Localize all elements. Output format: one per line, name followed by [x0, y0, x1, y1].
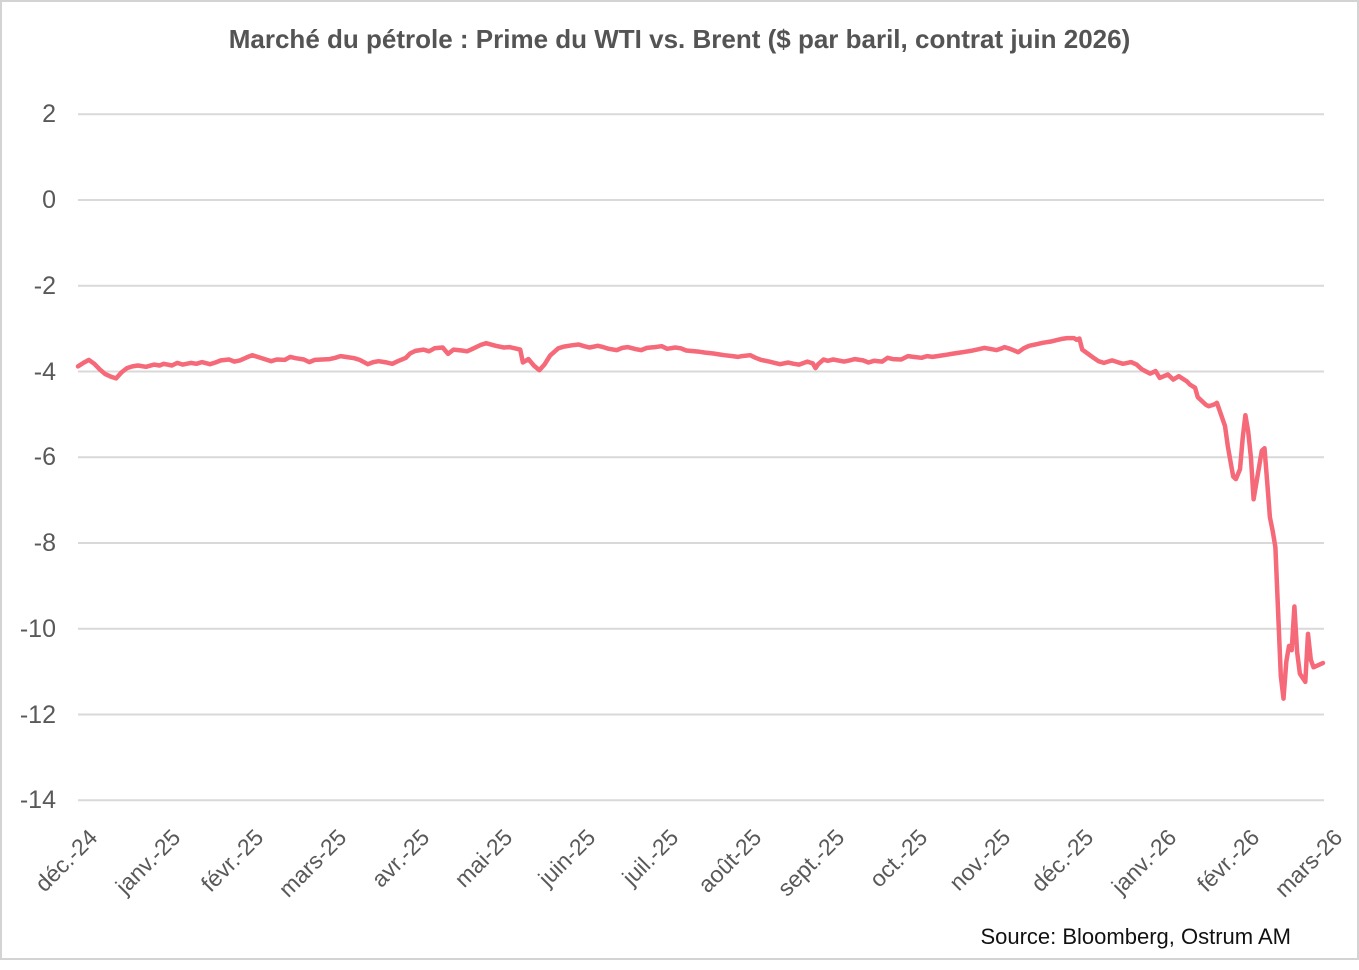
source-label: Source: Bloomberg, Ostrum AM	[980, 924, 1291, 949]
y-axis-tick-label: 0	[42, 186, 56, 214]
y-axis-tick-label: -4	[33, 358, 56, 386]
chart-title: Marché du pétrole : Prime du WTI vs. Bre…	[228, 24, 1131, 54]
y-axis-tick-label: 2	[42, 100, 56, 128]
y-axis-tick-label: -8	[33, 529, 56, 557]
y-axis-tick-label: -10	[19, 615, 56, 643]
gridlines	[78, 113, 1324, 802]
wti-brent-premium-line	[75, 335, 1326, 701]
y-axis-tick-label: -14	[19, 786, 56, 814]
y-axis-tick-label: -2	[33, 272, 56, 300]
y-axis-tick-label: -12	[19, 701, 56, 729]
y-axis-tick-label: -6	[33, 443, 56, 471]
